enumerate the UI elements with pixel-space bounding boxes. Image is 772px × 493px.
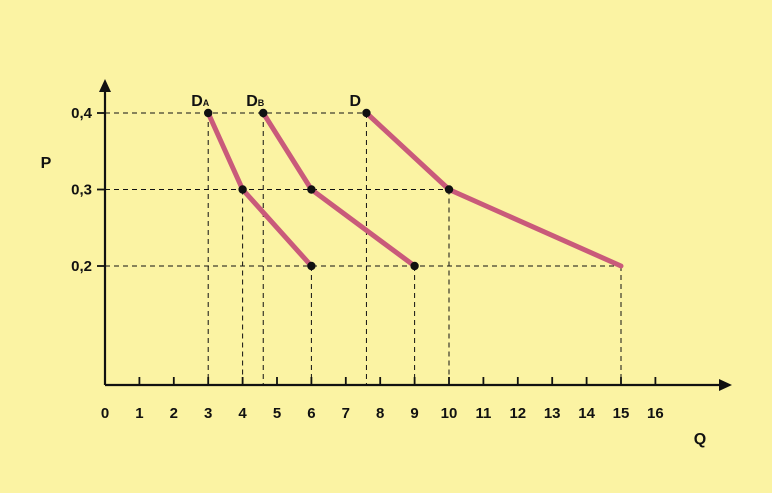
data-points bbox=[204, 108, 454, 271]
point-da bbox=[307, 261, 316, 271]
x-tick-label: 4 bbox=[238, 405, 247, 422]
y-tick-label: 0,3 bbox=[71, 182, 92, 199]
x-tick-label: 12 bbox=[509, 405, 526, 422]
point-db bbox=[259, 108, 268, 118]
point-da bbox=[238, 185, 247, 194]
x-tick-label: 10 bbox=[441, 405, 458, 422]
point-db bbox=[410, 261, 419, 271]
x-axis-title: Q bbox=[694, 431, 706, 448]
y-tick-label: 0,4 bbox=[71, 105, 93, 122]
x-tick-label: 3 bbox=[204, 405, 212, 422]
point-da bbox=[204, 108, 213, 118]
curve-label-d: D bbox=[349, 93, 361, 110]
x-tick-label: 5 bbox=[273, 405, 281, 422]
x-tick-label: 15 bbox=[613, 405, 630, 422]
x-axis-arrow bbox=[719, 379, 732, 391]
x-tick-label: 1 bbox=[135, 405, 143, 422]
x-tick-label: 7 bbox=[342, 405, 350, 422]
x-tick-label: 6 bbox=[307, 405, 315, 422]
guide-lines bbox=[105, 112, 622, 385]
point-d bbox=[362, 108, 371, 118]
curve-label-db: DB bbox=[246, 93, 265, 110]
point-d bbox=[444, 185, 454, 194]
y-tick-label: 0,2 bbox=[71, 258, 92, 275]
x-tick-label: 11 bbox=[475, 405, 491, 422]
axes bbox=[97, 79, 732, 391]
y-axis-arrow bbox=[99, 79, 111, 92]
x-tick-label: 0 bbox=[101, 405, 109, 422]
x-tick-label: 9 bbox=[410, 405, 418, 422]
x-tick-label: 16 bbox=[647, 405, 664, 422]
curve-label-da: DA bbox=[191, 93, 210, 110]
y-axis-title: P bbox=[41, 155, 52, 172]
point-db bbox=[307, 185, 316, 194]
x-tick-label: 8 bbox=[376, 405, 384, 422]
x-tick-label: 13 bbox=[544, 405, 561, 422]
x-tick-label: 2 bbox=[170, 405, 178, 422]
x-tick-label: 14 bbox=[578, 405, 595, 422]
